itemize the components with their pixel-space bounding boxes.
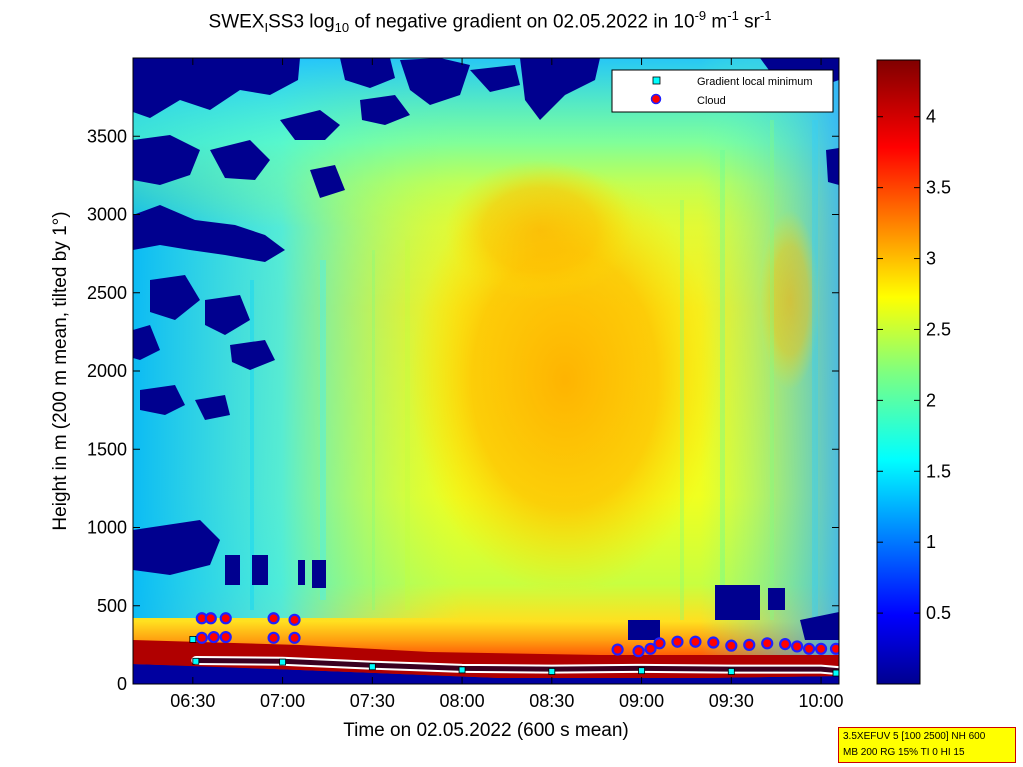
y-tick-label: 1000 [87,518,127,538]
y-tick-label: 2000 [87,361,127,381]
x-axis: 06:30 07:00 07:30 08:00 08:30 09:00 09:30 10:00 [170,58,844,711]
x-tick-label: 06:30 [170,691,215,711]
y-tick-label: 3000 [87,205,127,225]
x-tick-label: 08:30 [529,691,574,711]
cloud-marker [689,635,702,648]
gradient-minimum-marker [832,669,839,677]
cloud-marker [219,630,232,644]
y-tick-label: 2500 [87,283,127,303]
x-tick-label: 07:30 [350,691,395,711]
gradient-minimum-marker [279,658,286,666]
gradient-minimum-marker [458,666,466,674]
gradient-minimum-marker [368,663,376,671]
cloud-marker [725,639,738,652]
colorbar-tick-label: 3.5 [926,178,951,198]
gradient-minimum-marker [727,668,735,675]
cloud-marker [671,635,684,648]
y-tick-label: 3500 [87,126,127,146]
cloud-marker [207,630,220,644]
x-tick-label: 07:00 [260,691,305,711]
gradient-minimum-marker [189,635,197,643]
cloud-marker [204,612,217,625]
overlay-markers [189,612,839,677]
legend-label-cloud: Cloud [697,95,726,107]
heatmap-field [133,58,839,684]
cloud-marker [829,642,839,655]
y-tick-label: 0 [117,674,127,694]
low-cloud-line [193,658,839,674]
cloud-marker [288,631,301,644]
gradient-minimum-marker [638,667,645,675]
info-line-2: MB 200 RG 15% TI 0 HI 15 [843,747,965,758]
cloud-marker [267,631,280,644]
cloud-marker [632,645,645,658]
colorbar: 0.5 1 1.5 2 2.5 3 3.5 4 [876,59,951,685]
cloud-marker [761,637,774,650]
y-tick-label: 500 [97,596,127,616]
colorbar-tick-label: 3 [926,249,936,269]
noise-patches [133,58,839,640]
cloud-marker [219,612,232,625]
legend-label-gradient-minimum: Gradient local minimum [697,76,813,88]
x-tick-label: 10:00 [799,691,844,711]
legend-marker-cloud [650,93,662,105]
cloud-marker [707,636,720,649]
colorbar-tick-label: 1.5 [926,461,951,481]
x-tick-label: 09:00 [619,691,664,711]
y-axis: 0 500 1000 1500 2000 2500 3000 3500 [87,126,839,694]
gradient-minimum-marker [548,668,556,675]
y-tick-label: 1500 [87,439,127,459]
colorbar-tick-label: 2.5 [926,319,951,339]
x-tick-label: 09:30 [709,691,754,711]
y-axis-label: Height in m (200 m mean, tilted by 1°) [50,211,71,530]
gradient-minimum-marker [192,657,200,665]
cloud-marker [779,637,792,651]
settings-info-box: 3.5XEFUV 5 [100 2500] NH 600 MB 200 RG 1… [838,727,1016,763]
legend: Gradient local minimum Cloud [611,69,834,113]
info-line-1: 3.5XEFUV 5 [100 2500] NH 600 [843,731,986,742]
colorbar-tick-label: 4 [926,107,936,127]
cloud-marker [802,642,816,655]
legend-marker-gradient-minimum [652,76,661,85]
x-tick-label: 08:00 [440,691,485,711]
cloud-marker [791,640,804,653]
colorbar-tick-label: 1 [926,532,936,552]
colorbar-tick-label: 0.5 [926,603,951,623]
colorbar-tick-label: 2 [926,390,936,410]
cloud-marker [267,612,280,625]
x-axis-label: Time on 02.05.2022 (600 s mean) [343,720,629,741]
cloud-marker [644,642,657,655]
cloud-marker [743,638,756,651]
cloud-marker [653,637,666,650]
cloud-marker [611,643,624,656]
chart-title: SWEXISS3 log10 of negative gradient on 0… [208,8,772,36]
cloud-marker [195,631,208,644]
cloud-marker [814,642,828,655]
cloud-marker [288,613,301,626]
